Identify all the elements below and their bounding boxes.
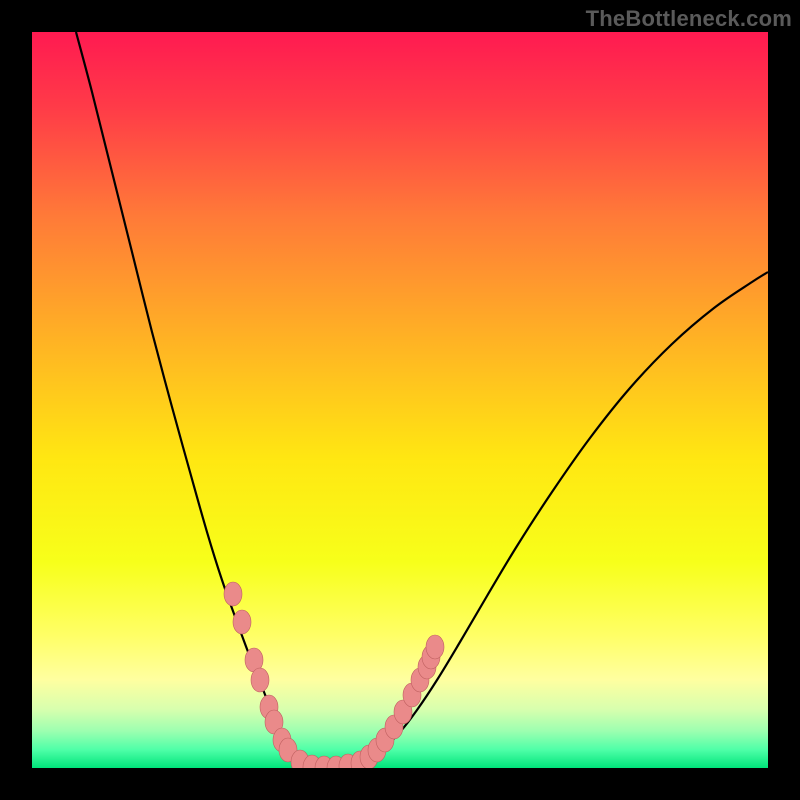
data-dot <box>224 582 242 606</box>
chart-frame: TheBottleneck.com <box>0 0 800 800</box>
curves-layer <box>32 32 768 768</box>
plot-area <box>32 32 768 768</box>
data-dot <box>426 635 444 659</box>
left-branch-curve <box>76 32 332 768</box>
right-branch-curve <box>332 272 768 768</box>
data-dot <box>233 610 251 634</box>
data-dot <box>251 668 269 692</box>
watermark-text: TheBottleneck.com <box>586 6 792 32</box>
data-dots <box>224 582 444 768</box>
